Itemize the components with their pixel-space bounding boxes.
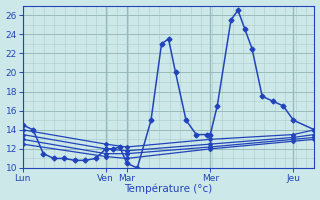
X-axis label: Température (°c): Température (°c)	[124, 184, 213, 194]
